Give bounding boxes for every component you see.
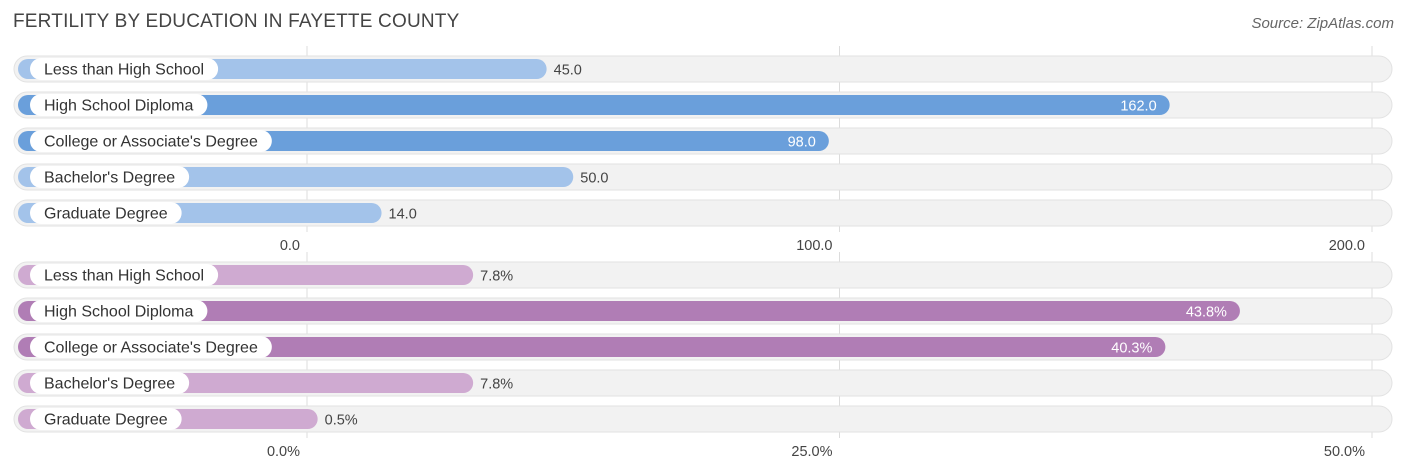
category-label: Graduate Degree [44,206,168,223]
value-label: 50.0 [580,171,608,187]
category-pill [30,166,190,188]
value-label: 7.8% [480,377,513,393]
category-pill [30,58,219,80]
value-label: 14.0 [389,207,417,223]
category-pill [30,202,182,224]
value-label: 45.0 [554,63,582,79]
value-label: 162.0 [1120,99,1156,115]
value-label: 40.3% [1111,341,1152,357]
category-pill [30,300,208,322]
category-pill [30,130,272,152]
category-pill [30,264,219,286]
bar [18,337,1166,357]
tick-label: 50.0% [1324,444,1365,460]
tick-label: 0.0% [267,444,300,460]
category-label: Less than High School [44,268,204,285]
bar [18,95,1170,115]
source-label: Source: ZipAtlas.com [1251,15,1394,32]
tick-label: 25.0% [791,444,832,460]
category-pill [30,372,190,394]
category-label: Graduate Degree [44,412,168,429]
category-label: College or Associate's Degree [44,340,258,357]
category-label: High School Diploma [44,304,194,321]
category-label: High School Diploma [44,98,194,115]
category-pill [30,408,182,430]
value-label: 98.0 [788,135,816,151]
tick-label: 0.0 [280,238,300,254]
category-label: Less than High School [44,62,204,79]
category-label: Bachelor's Degree [44,170,175,187]
value-label: 0.5% [325,413,358,429]
bar [18,301,1240,321]
category-pill [30,94,208,116]
category-label: College or Associate's Degree [44,134,258,151]
tick-label: 200.0 [1329,238,1365,254]
tick-label: 100.0 [796,238,832,254]
value-label: 7.8% [480,269,513,285]
value-label: 43.8% [1186,305,1227,321]
chart-title: FERTILITY BY EDUCATION IN FAYETTE COUNTY [13,11,460,32]
bar-track [13,405,1393,433]
category-pill [30,336,272,358]
category-label: Bachelor's Degree [44,376,175,393]
